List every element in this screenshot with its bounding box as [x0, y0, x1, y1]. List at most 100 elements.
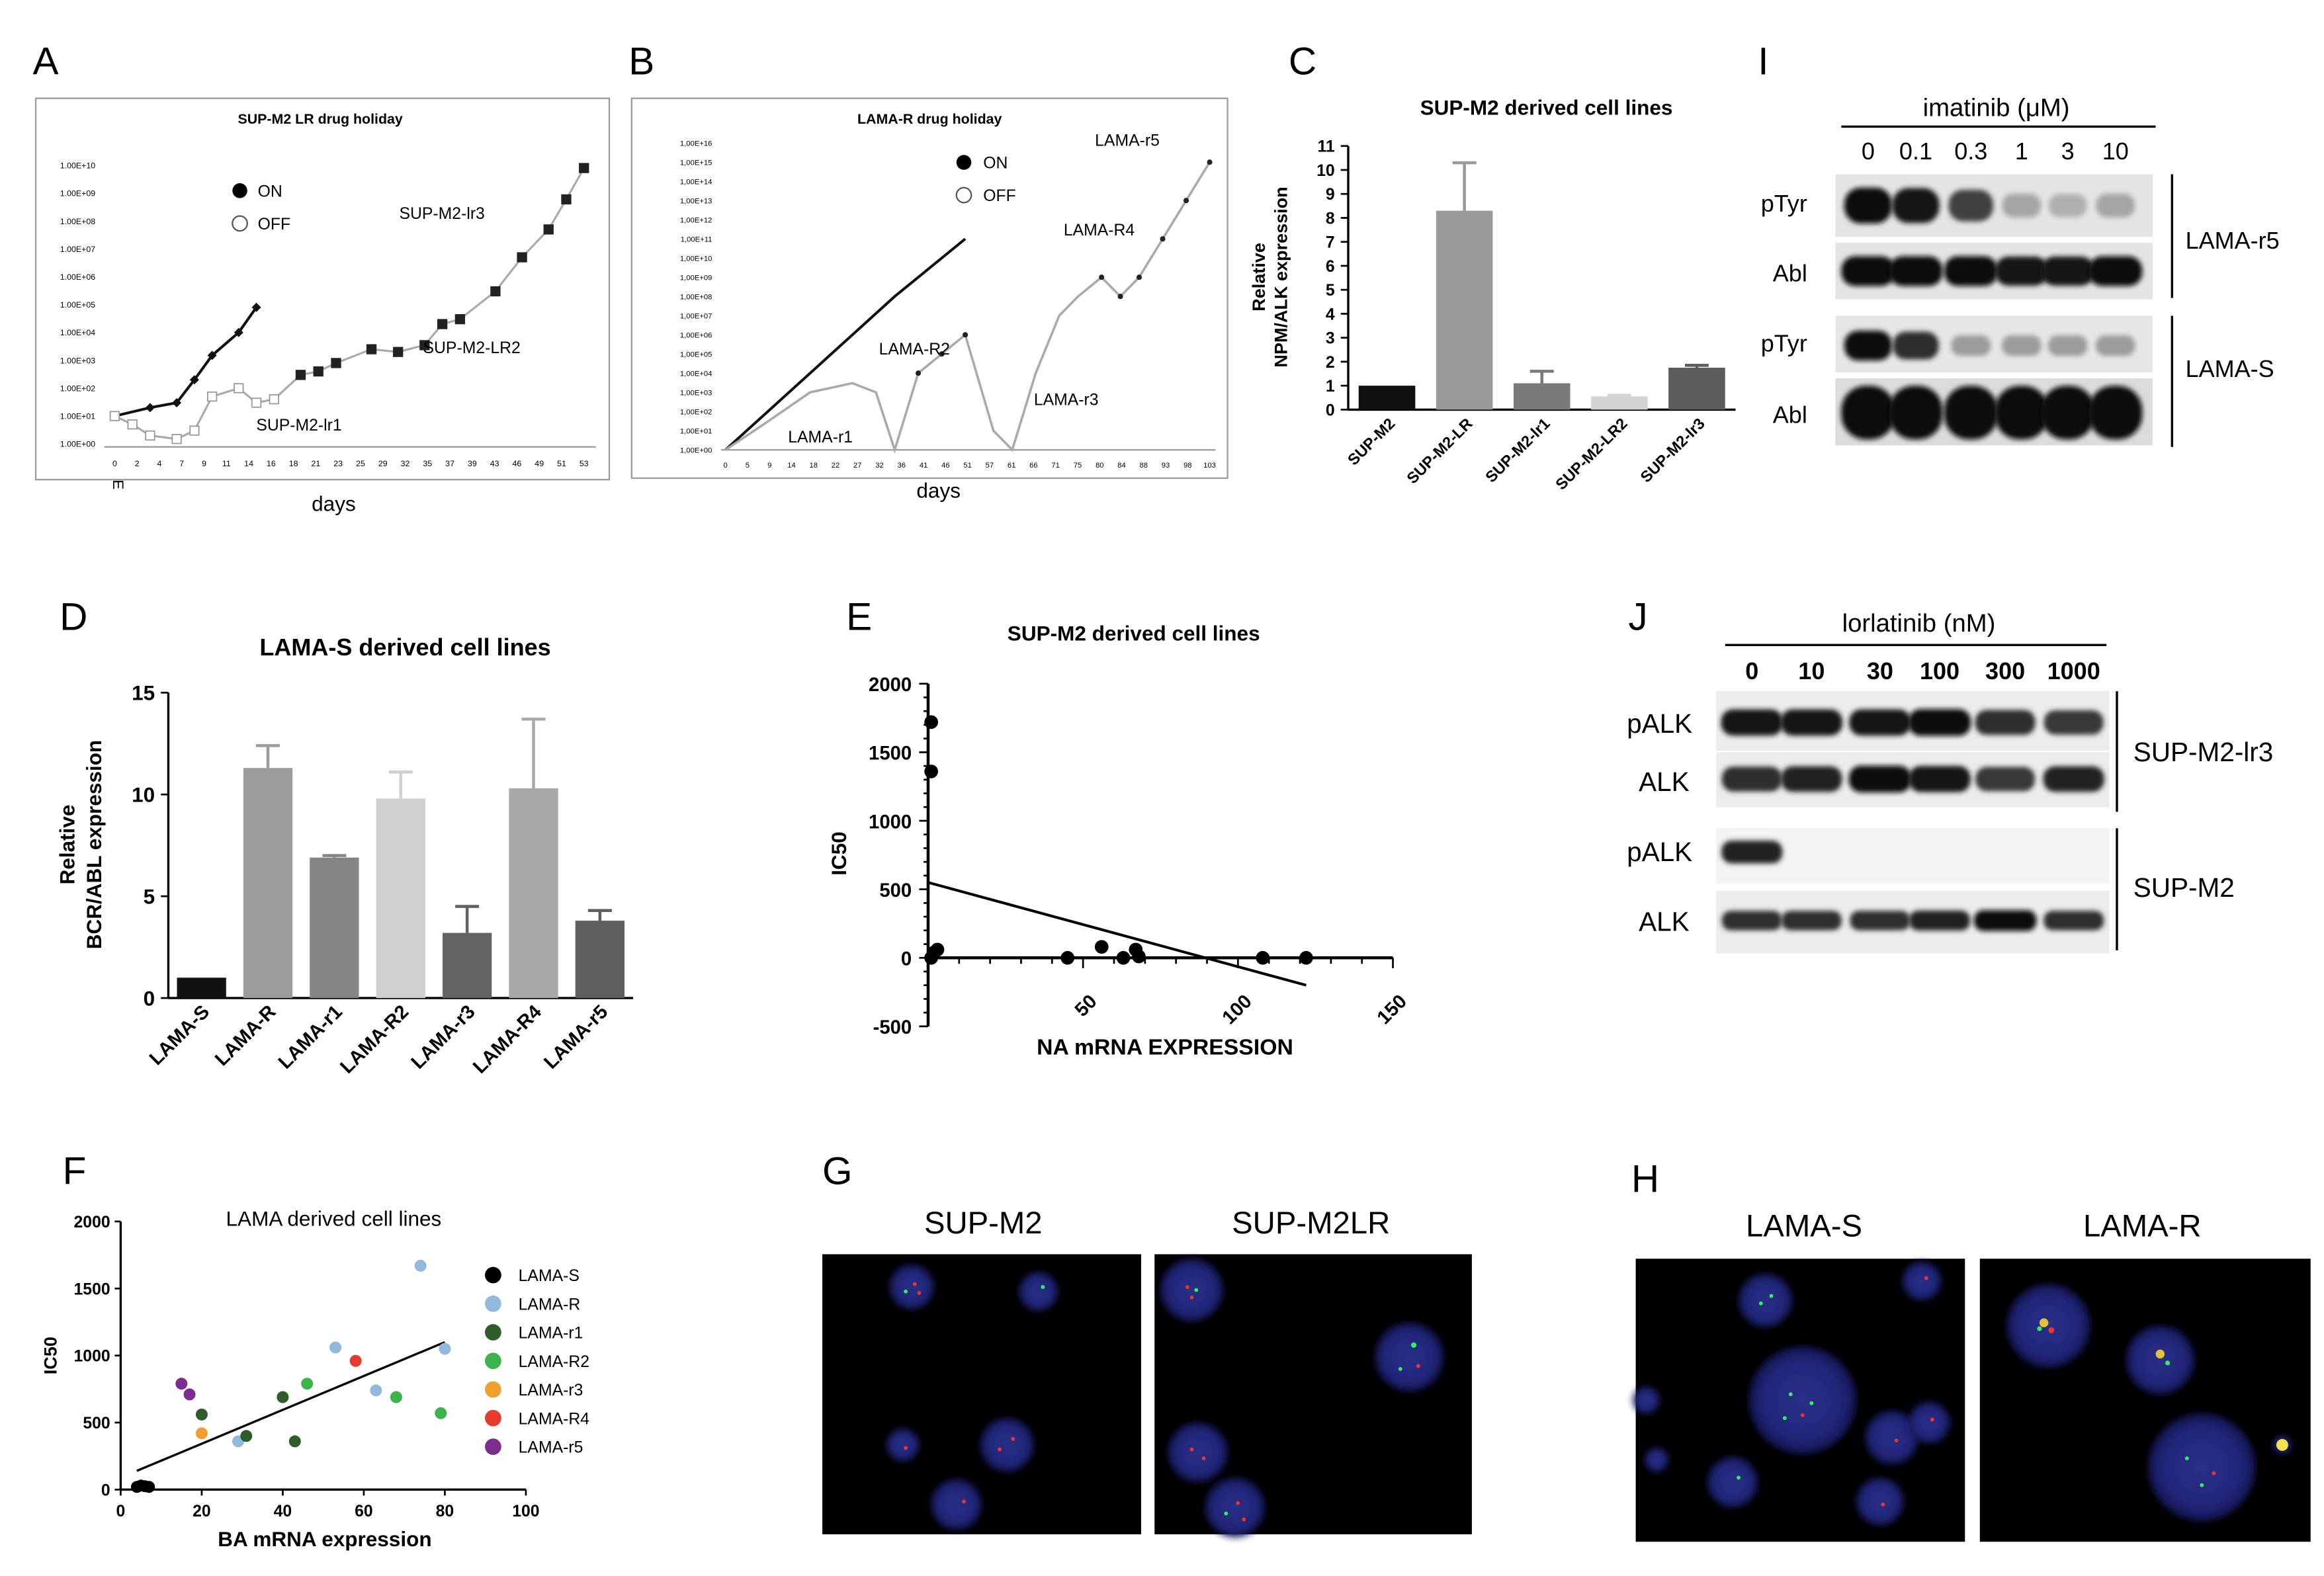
panel-a-label-lr2: SUP-M2-LR2: [423, 339, 521, 357]
panel-b-series-on: [724, 237, 967, 451]
panel-f-legend-marker: [485, 1266, 501, 1284]
panel-b-point-off: [1117, 294, 1123, 300]
nucleus: [1205, 1477, 1265, 1538]
panel-a-point-off: [313, 366, 323, 377]
panel-d-ylabel-1: Relative: [56, 805, 79, 885]
panel-a-point-off: [366, 344, 377, 354]
panel-b-y-tick: 1,00E+02: [680, 409, 712, 417]
panel-a-y-tick: 1.00E+10: [60, 161, 95, 171]
panel-d-ylabel-2: BCR/ABL expression: [82, 740, 106, 949]
panel-a-title: SUP-M2 LR drug holiday: [237, 111, 402, 127]
panel-b-point-off: [963, 332, 968, 338]
fish-signal: [1930, 1417, 1934, 1422]
panel-b-y-tick: 1,00E+12: [680, 217, 712, 225]
panel-f-legend-marker: [485, 1381, 501, 1398]
panel-i-band: [2088, 386, 2143, 440]
panel-d-category-label: LAMA-R4: [469, 1001, 546, 1077]
panel-g-label-2: SUP-M2LR: [1232, 1206, 1390, 1241]
panel-i-band: [1944, 386, 1998, 440]
panel-d-y-tick: 15: [132, 681, 155, 705]
panel-e-y-tick: 0: [901, 949, 912, 970]
panel-j-concentration: 1000: [2047, 657, 2100, 684]
panel-b-x-tick: 75: [1074, 462, 1082, 470]
panel-f-legend-label: LAMA-r5: [519, 1439, 583, 1457]
panel-f-point-lama-r1: [288, 1435, 301, 1448]
panel-j-concentration: 10: [1798, 657, 1825, 684]
panel-b-x-tick: 88: [1140, 462, 1148, 470]
panel-i-band: [2096, 193, 2135, 218]
panel-j-band: [1721, 767, 1782, 792]
panel-a-point-on: [145, 403, 155, 413]
panel-letter-i: I: [1758, 40, 1768, 83]
panel-b-x-tick: 0: [724, 462, 728, 470]
panel-i-band: [2041, 386, 2095, 440]
panel-f-point-lama-r: [414, 1259, 427, 1272]
panel-f-x-tick: 20: [193, 1503, 211, 1520]
fish-signal: [1800, 1413, 1805, 1417]
panel-b-y-tick: 1,00E+00: [680, 447, 712, 455]
panel-h: LAMA-S LAMA-R: [1633, 1208, 2311, 1542]
panel-b-point-off: [1099, 274, 1105, 280]
panel-j-band: [1721, 911, 1782, 931]
panel-d-bar: [243, 768, 293, 999]
panel-d-bar: [575, 921, 625, 999]
panel-a-frame: [34, 97, 611, 481]
panel-a-point-off: [127, 419, 138, 430]
panel-b-x-tick: 22: [832, 462, 840, 470]
panel-b-x-tick: 93: [1162, 462, 1170, 470]
panel-letter-b: B: [628, 40, 654, 83]
panel-a-x-tick: 7: [179, 459, 184, 468]
panel-c-plot: [1347, 145, 1736, 411]
panel-c-bar: [1436, 210, 1493, 410]
fish-signal: [2200, 1483, 2204, 1487]
panel-c-bar: [1513, 383, 1571, 410]
panel-a-x-tick: 2: [135, 459, 140, 468]
panel-a-x-tick: 21: [312, 459, 321, 468]
panel-f-point-lama-r: [329, 1341, 342, 1354]
panel-b-x-ticks: 0 5 9 14 18 22 27 32 36 41 46 51 57 61 66 71 75 80 84 88 93 9…: [724, 462, 1216, 470]
panel-b-y-tick: 1,00E+01: [680, 428, 712, 436]
panel-a-y-tick: 1.00E+03: [60, 356, 95, 365]
panel-a-point-off: [454, 313, 466, 325]
panel-b-x-tick: 18: [809, 462, 818, 470]
fish-signal: [1194, 1288, 1199, 1292]
panel-a-x-tick: 18: [289, 459, 298, 468]
panel-c-ylabel-2: NPM/ALK expression: [1271, 187, 1291, 367]
panel-b-x-tick: 61: [1008, 462, 1016, 470]
panel-letter-h: H: [1631, 1157, 1659, 1200]
panel-b-point-off: [1160, 236, 1166, 242]
panel-j-concentration: 0: [1745, 657, 1758, 684]
panel-letter-f: F: [63, 1150, 87, 1193]
panel-a-x-tick: 46: [513, 459, 522, 468]
panel-a-point-off: [579, 163, 589, 173]
panel-j-band: [1908, 709, 1971, 736]
panel-e-y-tick: 1500: [869, 743, 912, 765]
panel-a-legend-off-marker: [232, 215, 248, 232]
panel-j-band: [1721, 709, 1783, 736]
panel-a-point-off: [561, 194, 572, 205]
panel-d-bar: [509, 788, 558, 999]
panel-c-y-ticks: 0 1 2 3 4 5 6 7 8 9 10 11: [1316, 138, 1348, 419]
panel-a-x-tick: 35: [423, 459, 432, 468]
panel-a-legend-on: ON: [258, 183, 282, 200]
panel-c-y-tick: 8: [1326, 210, 1335, 228]
panel-b-point-off: [1183, 198, 1189, 204]
panel-i-band: [2096, 335, 2135, 356]
panel-a-legend-off: OFF: [258, 216, 291, 233]
panel-f-title: LAMA derived cell lines: [226, 1207, 442, 1231]
panel-a-x-tick: 0: [112, 459, 117, 468]
panel-c-bar: [1358, 386, 1416, 410]
panel-f-point-lama-r1: [240, 1430, 253, 1442]
panel-d-bar: [442, 933, 492, 999]
fish-signal: [1924, 1276, 1928, 1280]
panel-a-x-tick: 53: [580, 459, 589, 468]
panel-e-point: [924, 765, 938, 778]
panel-j-bands: [1721, 709, 2104, 931]
panel-b-label-r2: LAMA-R2: [879, 341, 950, 358]
panel-i-row-ptyr-2: pTyr: [1761, 330, 1807, 357]
panel-b-x-tick: 9: [767, 462, 771, 470]
panel-d-plot: [167, 692, 634, 999]
panel-b-x-tick: 103: [1203, 462, 1216, 470]
fish-signal: [1758, 1301, 1763, 1306]
